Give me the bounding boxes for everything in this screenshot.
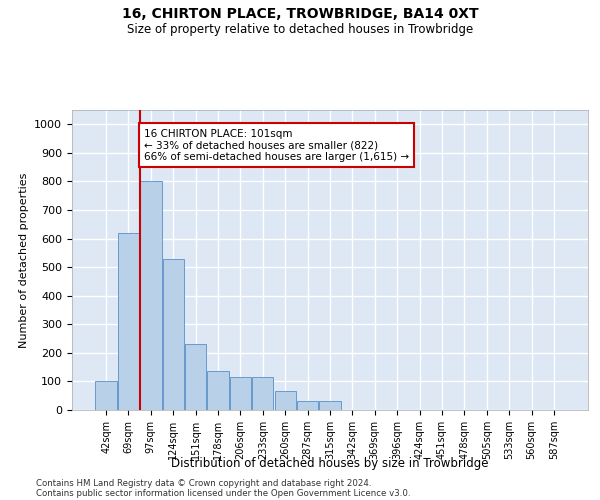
Y-axis label: Number of detached properties: Number of detached properties	[19, 172, 29, 348]
Bar	[319, 402, 341, 410]
Text: Size of property relative to detached houses in Trowbridge: Size of property relative to detached ho…	[127, 22, 473, 36]
Bar	[118, 233, 139, 410]
Bar	[297, 402, 318, 410]
Text: Contains HM Land Registry data © Crown copyright and database right 2024.: Contains HM Land Registry data © Crown c…	[36, 478, 371, 488]
Text: 16, CHIRTON PLACE, TROWBRIDGE, BA14 0XT: 16, CHIRTON PLACE, TROWBRIDGE, BA14 0XT	[122, 8, 478, 22]
Text: Distribution of detached houses by size in Trowbridge: Distribution of detached houses by size …	[171, 457, 489, 470]
Bar	[208, 372, 229, 410]
Bar	[185, 344, 206, 410]
Text: 16 CHIRTON PLACE: 101sqm
← 33% of detached houses are smaller (822)
66% of semi-: 16 CHIRTON PLACE: 101sqm ← 33% of detach…	[144, 128, 409, 162]
Bar	[275, 392, 296, 410]
Bar	[95, 382, 117, 410]
Bar	[163, 258, 184, 410]
Bar	[230, 377, 251, 410]
Bar	[140, 182, 161, 410]
Bar	[252, 377, 274, 410]
Text: Contains public sector information licensed under the Open Government Licence v3: Contains public sector information licen…	[36, 488, 410, 498]
